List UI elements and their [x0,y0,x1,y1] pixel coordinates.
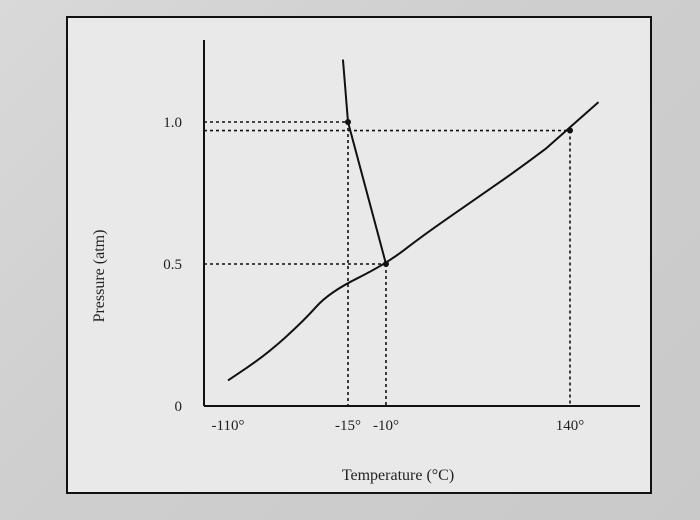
guide-lines [204,121,571,406]
x-tick-labels: -110° -15° -10° 140° [212,418,585,434]
x-tick-label-2: -10° [373,418,399,434]
x-axis-title: Temperature (°C) [342,467,454,484]
x-tick-label-3: 140° [556,418,585,434]
y-tick-label-0: 0 [175,399,183,415]
figure-frame: -110° -15° -10° 140° 0 0.5 1.0 Temperature (°… [66,16,652,494]
series-line-0 [227,101,600,382]
y-axis-title: Pressure (atm) [91,230,108,323]
y-tick-label-2: 1.0 [163,115,182,131]
phase-diagram-chart: -110° -15° -10° 140° 0 0.5 1.0 Temperature (°… [91,40,640,484]
y-tick-label-1: 0.5 [163,257,182,273]
series-line-1 [341,59,387,265]
marked-point-0 [383,261,389,267]
marked-points [345,119,573,267]
x-tick-label-0: -110° [212,418,245,434]
axes [203,40,640,407]
y-tick-labels: 0 0.5 1.0 [163,115,182,415]
curves [227,59,600,382]
marked-point-1 [345,119,351,125]
x-tick-label-1: -15° [335,418,361,434]
marked-point-2 [567,127,573,134]
